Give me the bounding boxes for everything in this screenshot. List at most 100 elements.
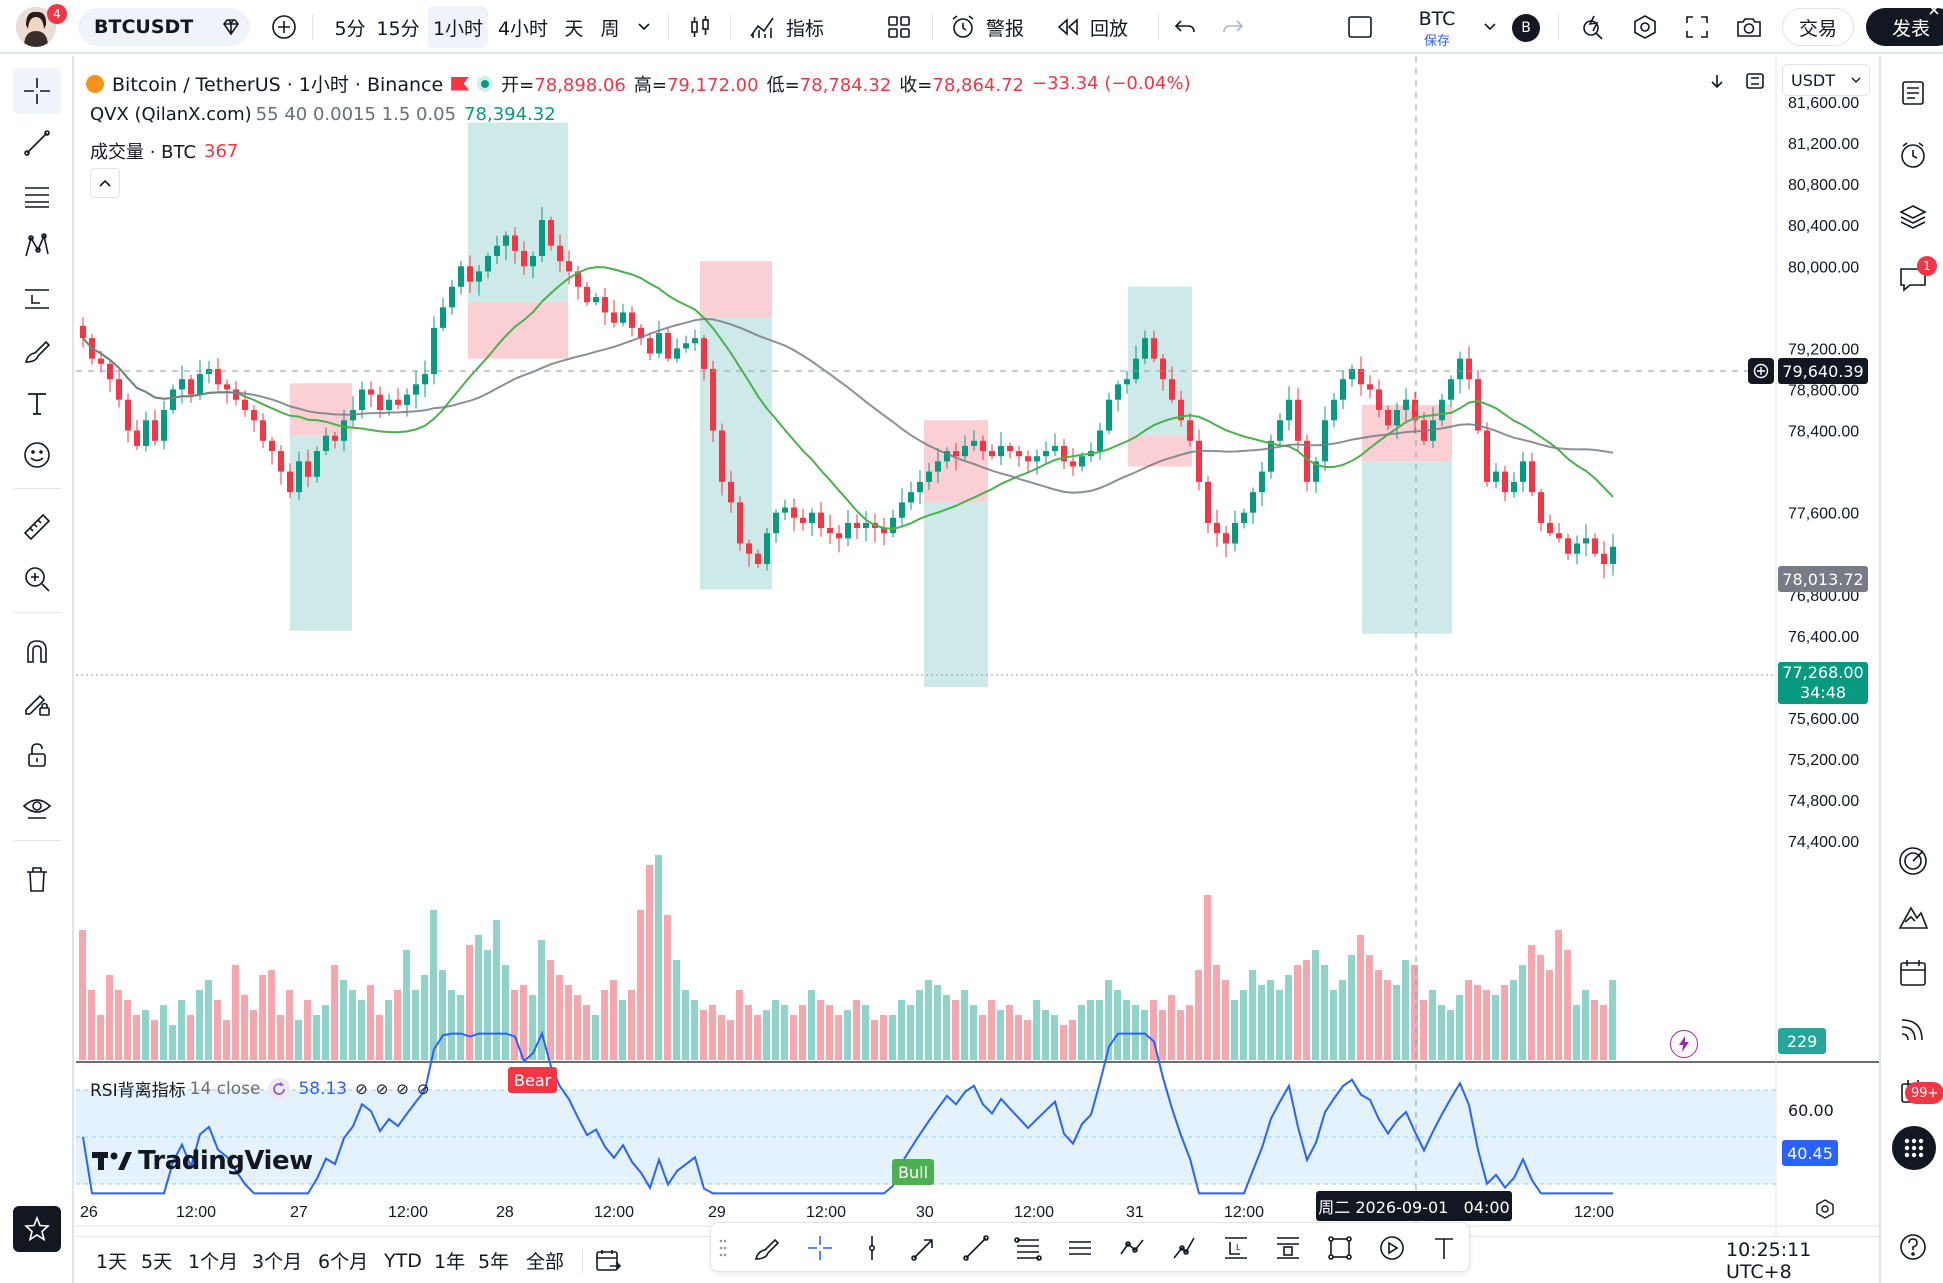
draw-long-position-icon[interactable]: L bbox=[1217, 1229, 1255, 1267]
draw-fib-icon[interactable] bbox=[1009, 1229, 1047, 1267]
projection-tool-icon[interactable] bbox=[13, 276, 61, 322]
quick-search-icon[interactable] bbox=[1576, 0, 1610, 54]
auto-scale-icon[interactable] bbox=[1740, 66, 1770, 96]
diamond-icon[interactable] bbox=[216, 0, 246, 54]
range-5y[interactable]: 5年 bbox=[478, 1251, 510, 1273]
range-6m[interactable]: 6个月 bbox=[318, 1251, 369, 1273]
indicators-icon[interactable] bbox=[746, 0, 780, 54]
draw-text-icon[interactable] bbox=[1425, 1229, 1463, 1267]
rsi-legend[interactable]: RSI背离指标 14 close 58.13 ⊘ ⊘ ⊘ ⊘ bbox=[90, 1076, 429, 1101]
crosshair-add-icon[interactable] bbox=[1748, 358, 1774, 384]
interval-week[interactable]: 周 bbox=[600, 17, 620, 40]
range-1m[interactable]: 1个月 bbox=[188, 1251, 239, 1273]
draw-replay-icon[interactable] bbox=[1373, 1229, 1411, 1267]
draw-rectangle-icon[interactable] bbox=[1321, 1229, 1359, 1267]
draw-arrow-icon[interactable] bbox=[905, 1229, 943, 1267]
draw-short-position-icon[interactable] bbox=[1269, 1229, 1307, 1267]
camera-icon[interactable] bbox=[1732, 0, 1766, 54]
fib-tool-icon[interactable] bbox=[13, 172, 61, 218]
fullscreen-icon[interactable] bbox=[1680, 0, 1714, 54]
symbol-legend[interactable]: Bitcoin / TetherUS · 1小时 · Binance 开=78,… bbox=[86, 70, 1191, 97]
draw-path-icon[interactable] bbox=[1165, 1229, 1203, 1267]
rsi-hidden-icon-2[interactable]: ⊘ bbox=[375, 1079, 389, 1098]
range-1d[interactable]: 1天 bbox=[96, 1251, 128, 1273]
pattern-tool-icon[interactable] bbox=[13, 224, 61, 270]
alert-button[interactable]: 警报 bbox=[986, 17, 1025, 40]
time-settings-icon[interactable] bbox=[1812, 1196, 1838, 1222]
candle-type-icon[interactable] bbox=[682, 0, 718, 54]
layers-icon[interactable] bbox=[1890, 194, 1936, 240]
interval-1h[interactable]: 1小时 bbox=[428, 6, 488, 48]
redo-icon[interactable] bbox=[1216, 0, 1250, 54]
range-ytd[interactable]: YTD bbox=[384, 1249, 422, 1272]
trade-button[interactable]: 交易 bbox=[1782, 8, 1854, 46]
layout-grid-icon[interactable] bbox=[882, 0, 916, 54]
replay-icon[interactable] bbox=[1054, 0, 1082, 54]
account-badge[interactable]: B bbox=[1512, 14, 1540, 42]
clock-time[interactable]: 10:25:11 UTC+8 bbox=[1726, 1238, 1812, 1283]
chart-area[interactable]: 81,600.00 81,200.00 80,800.00 80,400.00 80,0… bbox=[76, 56, 1879, 1241]
range-all[interactable]: 全部 bbox=[526, 1251, 565, 1273]
eye-icon[interactable] bbox=[13, 784, 61, 830]
currency-select[interactable]: USDT bbox=[1782, 64, 1870, 96]
refresh-icon[interactable] bbox=[268, 1077, 291, 1100]
draw-crosshair-icon[interactable] bbox=[801, 1229, 839, 1267]
indicators-button[interactable]: 指标 bbox=[786, 17, 825, 40]
fullscreen-square-icon[interactable] bbox=[1344, 0, 1376, 54]
target-icon[interactable] bbox=[1890, 838, 1936, 884]
goto-date-icon[interactable] bbox=[594, 1237, 622, 1283]
watchlist-icon[interactable] bbox=[1890, 70, 1936, 116]
favorites-star-icon[interactable] bbox=[13, 1206, 61, 1252]
draw-trendline-icon[interactable] bbox=[957, 1229, 995, 1267]
emoji-tool-icon[interactable] bbox=[13, 432, 61, 478]
collapse-legend-button[interactable] bbox=[90, 168, 120, 198]
settings-hexagon-icon[interactable] bbox=[1628, 0, 1662, 54]
ideas-mountain-icon[interactable] bbox=[1890, 894, 1936, 940]
magnet-icon[interactable] bbox=[13, 628, 61, 674]
undo-icon[interactable] bbox=[1168, 0, 1202, 54]
draw-parallel-icon[interactable] bbox=[1061, 1229, 1099, 1267]
alerts-clock-icon[interactable] bbox=[1890, 132, 1936, 178]
rsi-hidden-icon-4[interactable]: ⊘ bbox=[416, 1079, 430, 1098]
text-tool-icon[interactable] bbox=[13, 380, 61, 426]
layout-chevron-icon[interactable] bbox=[1478, 0, 1502, 54]
draw-vertical-line-icon[interactable] bbox=[853, 1229, 891, 1267]
interval-day[interactable]: 天 bbox=[564, 17, 584, 40]
layout-name[interactable]: BTC bbox=[1418, 8, 1456, 30]
volume-legend[interactable]: 成交量 · BTC 367 bbox=[90, 138, 238, 164]
lightning-icon[interactable] bbox=[1670, 1030, 1698, 1058]
trash-icon[interactable] bbox=[13, 856, 61, 902]
rsi-hidden-icon-3[interactable]: ⊘ bbox=[396, 1079, 409, 1098]
calendar-icon[interactable] bbox=[1890, 950, 1936, 996]
draw-brush-icon[interactable] bbox=[749, 1229, 787, 1267]
range-5d[interactable]: 5天 bbox=[141, 1251, 173, 1273]
rsi-hidden-icon-1[interactable]: ⊘ bbox=[355, 1079, 368, 1098]
trendline-tool-icon[interactable] bbox=[13, 120, 61, 166]
help-icon[interactable] bbox=[1890, 1224, 1936, 1270]
ruler-tool-icon[interactable] bbox=[13, 504, 61, 550]
unlock-icon[interactable] bbox=[13, 732, 61, 778]
publish-button[interactable]: 发表 bbox=[1866, 8, 1943, 46]
chevron-down-icon[interactable] bbox=[632, 0, 656, 54]
interval-4h[interactable]: 4小时 bbox=[497, 17, 549, 40]
stream-icon[interactable] bbox=[1890, 1006, 1936, 1052]
alarm-clock-icon[interactable] bbox=[946, 0, 980, 54]
zoom-in-icon[interactable] bbox=[13, 556, 61, 602]
range-1y[interactable]: 1年 bbox=[434, 1251, 466, 1273]
add-symbol-icon[interactable] bbox=[268, 0, 300, 54]
lock-drawing-icon[interactable] bbox=[13, 680, 61, 726]
drag-handle-icon[interactable] bbox=[713, 1229, 733, 1267]
interval-5m[interactable]: 5分 bbox=[334, 17, 366, 40]
qvx-legend[interactable]: QVX (QilanX.com) 55 40 0.0015 1.5 0.05 7… bbox=[90, 104, 556, 125]
replay-button[interactable]: 回放 bbox=[1090, 17, 1129, 40]
price-chart[interactable]: 81,600.00 81,200.00 80,800.00 80,400.00 80,0… bbox=[76, 56, 1879, 1236]
crosshair-tool-icon[interactable] bbox=[13, 68, 61, 114]
interval-15m[interactable]: 15分 bbox=[376, 17, 420, 40]
apps-grid-icon[interactable] bbox=[1892, 1126, 1936, 1170]
range-3m[interactable]: 3个月 bbox=[252, 1251, 303, 1273]
brush-tool-icon[interactable] bbox=[13, 328, 61, 374]
symbol-name[interactable]: BTCUSDT bbox=[94, 16, 194, 38]
draw-polyline-icon[interactable] bbox=[1113, 1229, 1151, 1267]
flag-icon[interactable] bbox=[451, 76, 470, 91]
symbol-search[interactable] bbox=[78, 8, 250, 46]
